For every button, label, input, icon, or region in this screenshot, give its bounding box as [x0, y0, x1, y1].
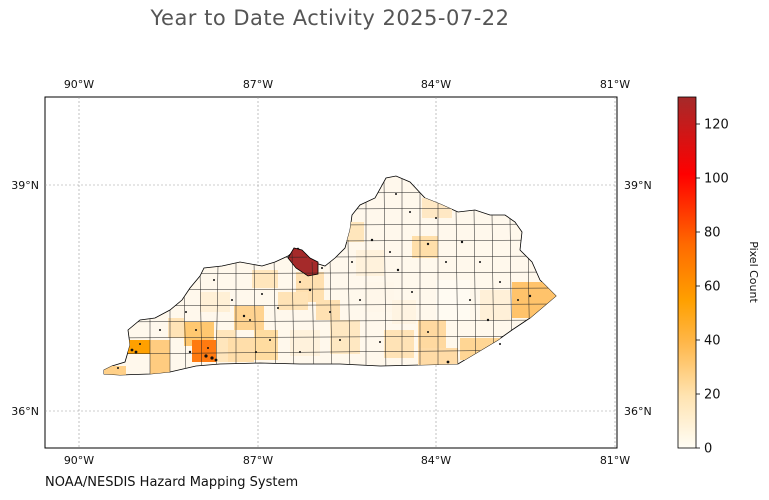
longitude-labels-bottom: 90°W 87°W 84°W 81°W: [64, 454, 630, 467]
county: [104, 366, 126, 375]
county: [150, 340, 170, 374]
county: [480, 290, 510, 320]
longitude-labels-top: 90°W 87°W 84°W 81°W: [64, 78, 630, 91]
gridlines: [45, 97, 617, 448]
lat-label: 39°N: [624, 179, 652, 192]
map-title: Year to Date Activity 2025-07-22: [150, 6, 510, 30]
lat-label: 36°N: [11, 405, 39, 418]
county: [436, 280, 470, 320]
colorbar-tick-label: 100: [704, 172, 729, 187]
county: [412, 236, 438, 258]
colorbar-tick-label: 80: [704, 226, 721, 241]
colorbar-tick-label: 40: [704, 334, 721, 349]
fire-detections: [117, 193, 532, 369]
lon-label: 87°W: [243, 78, 273, 91]
county-fills: [104, 198, 556, 375]
lon-label: 81°W: [600, 454, 630, 467]
lat-label: 39°N: [11, 179, 39, 192]
county: [168, 318, 184, 338]
lon-label: 81°W: [600, 78, 630, 91]
county: [228, 338, 254, 362]
county: [234, 306, 264, 330]
source-credit: NOAA/NESDIS Hazard Mapping System: [45, 475, 299, 490]
colorbar-tick-label: 60: [704, 280, 721, 295]
colorbar-tick-label: 120: [704, 118, 729, 133]
county: [254, 330, 278, 360]
county: [384, 330, 414, 358]
colorbar-tick-label: 20: [704, 388, 721, 403]
county: [392, 300, 416, 324]
county-far-west: [128, 340, 150, 354]
county: [356, 250, 384, 276]
county: [418, 320, 446, 350]
county: [200, 292, 230, 312]
county: [364, 282, 394, 312]
lat-label: 36°N: [624, 405, 652, 418]
county: [316, 300, 340, 320]
lon-label: 90°W: [64, 78, 94, 91]
lon-label: 84°W: [421, 454, 451, 467]
lon-label: 84°W: [421, 78, 451, 91]
colorbar-tick-label: 0: [704, 442, 712, 457]
colorbar-ticks: 0 20 40 60 80 100 120: [696, 118, 729, 457]
colorbar: [677, 96, 697, 449]
county: [252, 270, 278, 288]
county-southwest: [192, 340, 218, 362]
county-north-central: [287, 247, 319, 277]
latitude-labels: 39°N 36°N 39°N 36°N: [11, 179, 651, 418]
colorbar-label: Pixel Count: [747, 241, 760, 303]
county: [290, 330, 320, 356]
lon-label: 90°W: [64, 454, 94, 467]
lon-label: 87°W: [243, 454, 273, 467]
